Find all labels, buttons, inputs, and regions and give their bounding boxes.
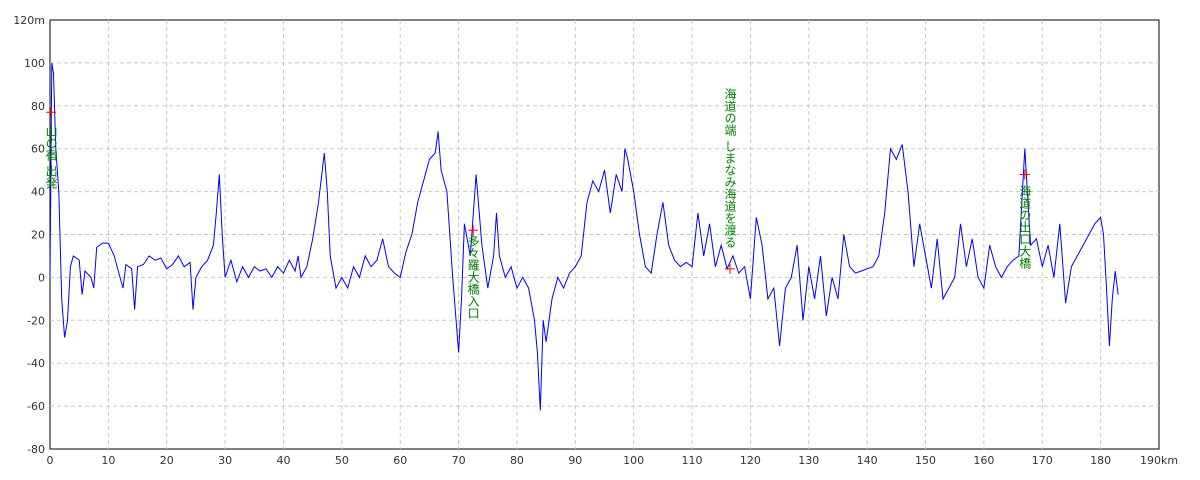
x-tick-label: 120 (740, 454, 761, 467)
x-tick-label: 70 (452, 454, 466, 467)
y-tick-label: 100 (24, 57, 45, 70)
y-tick-label: 60 (31, 143, 45, 156)
y-tick-label: -60 (27, 400, 45, 413)
x-tick-label: 160 (973, 454, 994, 467)
y-tick-label: 80 (31, 100, 45, 113)
x-tick-label: 30 (218, 454, 232, 467)
annotation-label: 山の宿 出発 (44, 125, 58, 189)
annotation-label: 多々羅大橋入口 (466, 235, 480, 319)
x-tick-label: 50 (335, 454, 349, 467)
x-tick-label: 90 (568, 454, 582, 467)
x-tick-label: 150 (915, 454, 936, 467)
x-tick-label: 10 (101, 454, 115, 467)
annotation-marker (1019, 169, 1030, 180)
elevation-line (49, 62, 1119, 411)
y-tick-label: 0 (38, 271, 45, 284)
annotation-label: 海道の端 しまなみ海道を渡る (723, 87, 737, 248)
x-tick-label: 80 (510, 454, 524, 467)
y-tick-label: -80 (27, 443, 45, 456)
x-tick-label: 180 (1090, 454, 1111, 467)
x-tick-label: 100 (623, 454, 644, 467)
y-tick-label: -20 (27, 314, 45, 327)
x-tick-label: 130 (798, 454, 819, 467)
annotation-marker (468, 225, 479, 236)
x-tick-label: 60 (393, 454, 407, 467)
x-tick-label: 40 (276, 454, 290, 467)
annotation-marker (724, 263, 735, 274)
x-tick-label: 110 (682, 454, 703, 467)
x-tick-label: 140 (857, 454, 878, 467)
x-tick-label: 20 (160, 454, 174, 467)
y-tick-label: 120m (13, 14, 45, 27)
y-tick-label: 20 (31, 229, 45, 242)
x-tick-label: 0 (47, 454, 54, 467)
x-tick-label: 190km (1140, 454, 1178, 467)
y-tick-label: 40 (31, 186, 45, 199)
y-tick-label: -40 (27, 357, 45, 370)
annotation-marker (46, 107, 57, 118)
x-tick-label: 170 (1032, 454, 1053, 467)
annotation-label: 海道の出口大橋 (1018, 184, 1032, 270)
